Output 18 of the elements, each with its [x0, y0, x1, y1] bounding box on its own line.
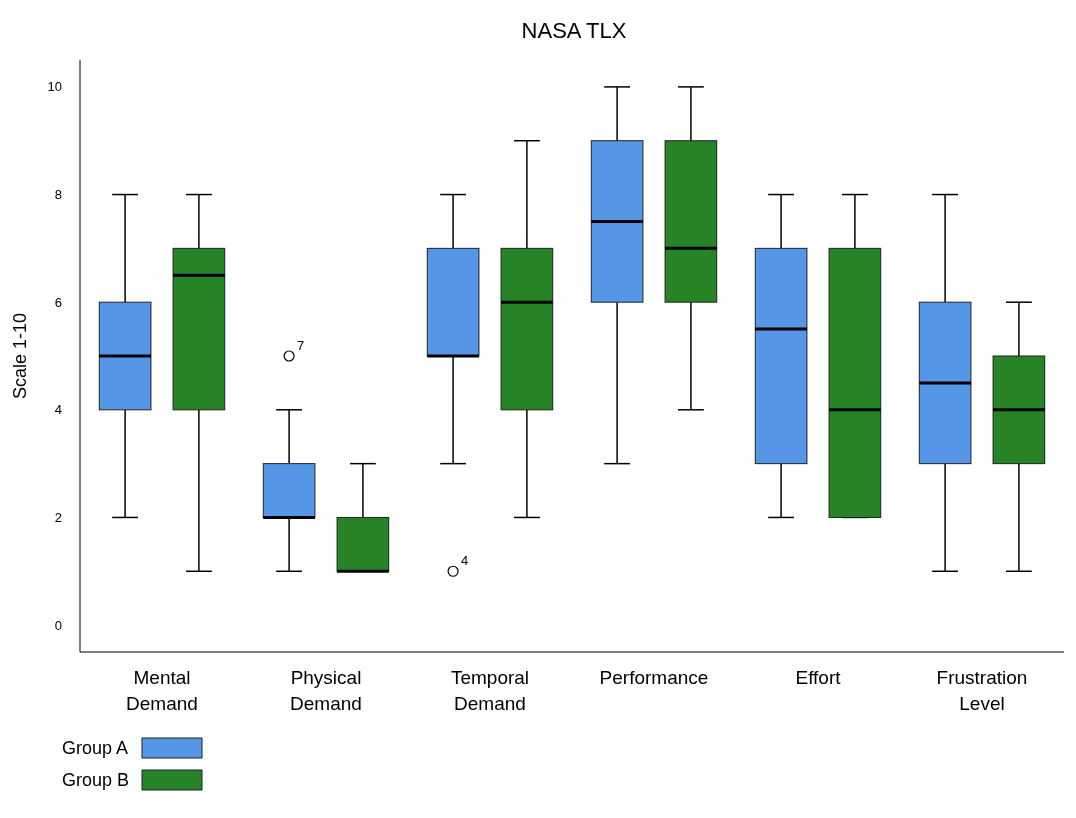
y-tick-label: 6: [54, 294, 62, 310]
y-tick-label: 10: [47, 79, 62, 95]
annotation: 4: [461, 553, 469, 569]
x-tick-label: Mental Demand: [126, 667, 198, 714]
x-tick-label: Temporal Demand: [450, 667, 530, 714]
y-axis-title: Scale 1-10: [10, 312, 30, 400]
y-tick-label: 2: [54, 510, 62, 525]
x-tick-label: Effort: [795, 667, 842, 688]
legend-label: Group B: [62, 770, 130, 790]
y-tick-label: 4: [54, 402, 62, 418]
y-tick-label: 0: [54, 617, 62, 633]
legend-label: Group A: [62, 738, 129, 758]
x-tick-label: Performance: [599, 667, 709, 688]
x-tick-label: Frustration Level: [936, 667, 1028, 714]
annotation: 7: [297, 338, 305, 353]
x-tick-label: Physical Demand: [290, 667, 362, 714]
y-tick-label: 8: [54, 187, 62, 203]
chart-title: NASA TLX: [521, 18, 627, 43]
